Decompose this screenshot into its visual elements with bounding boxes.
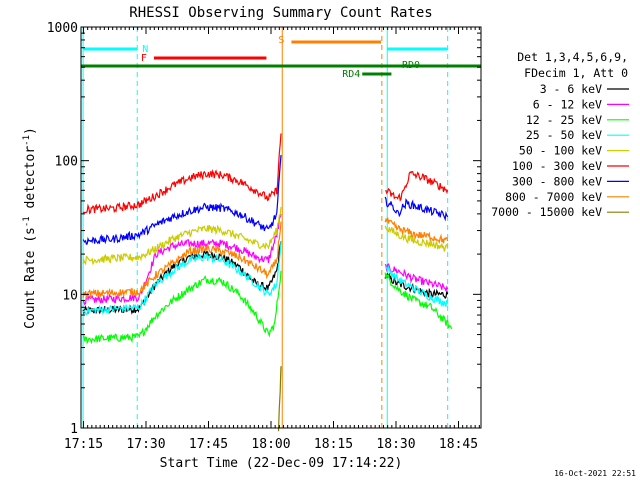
legend-label-800-7000-kev: 800 - 7000 keV xyxy=(505,190,602,204)
series-12-25-kev-line-1 xyxy=(384,272,453,330)
mode-label-rd4: RD4 xyxy=(342,69,360,80)
legend-label-25-50-kev: 25 - 50 keV xyxy=(526,128,602,142)
y-axis-label-close: ) xyxy=(23,127,38,135)
series-100-300-kev-line-0 xyxy=(82,133,282,215)
y-axis-label-tail: detector xyxy=(23,146,38,217)
x-tick-label-3: 18:00 xyxy=(251,437,290,452)
legend-label-50-100-kev: 50 - 100 keV xyxy=(519,144,602,158)
x-axis-label: Start Time (22-Dec-09 17:14:22) xyxy=(160,456,403,471)
y-tick-label-2: 100 xyxy=(55,155,78,170)
x-tick-label-4: 18:15 xyxy=(314,437,353,452)
mode-label-rd0: RD0 xyxy=(402,60,420,71)
legend-header-line2: FDecim 1, Att 0 xyxy=(524,66,628,80)
x-axis-ticks: 17:15 17:30 17:45 18:00 18:15 18:30 18:45 xyxy=(64,27,480,452)
y-axis-label-main: Count Rate (s xyxy=(23,227,38,329)
series-lines xyxy=(82,133,453,432)
footer-date: 16-Oct-2021 22:51 xyxy=(554,469,636,478)
legend-label-300-800-kev: 300 - 800 keV xyxy=(512,174,602,188)
mode-label-f: F xyxy=(141,53,147,64)
legend: Det 1,3,4,5,6,9, FDecim 1, Att 0 3 - 6 k… xyxy=(491,50,629,219)
series-300-800-kev-line-0 xyxy=(82,155,282,245)
series-100-300-kev-line-1 xyxy=(385,170,449,202)
series-6-12-kev-line-0 xyxy=(82,213,282,306)
series-6-12-kev-line-1 xyxy=(384,263,449,292)
series-300-800-kev-line-1 xyxy=(384,196,449,222)
y-tick-label-3: 1000 xyxy=(47,21,78,36)
x-tick-label-0: 17:15 xyxy=(64,437,103,452)
y-axis-label-sup1: -1 xyxy=(22,216,32,227)
mode-label-n: N xyxy=(142,44,148,55)
series-800-7000-kev-line-0 xyxy=(82,221,282,300)
x-tick-label-1: 17:30 xyxy=(126,437,165,452)
legend-label-3-6-kev: 3 - 6 keV xyxy=(540,82,602,96)
x-tick-label-2: 17:45 xyxy=(189,437,228,452)
mode-bars: NF S RD0 RD4 xyxy=(81,35,481,80)
plot-frame xyxy=(80,26,482,429)
series-25-50-kev-line-1 xyxy=(384,264,449,308)
series-50-100-kev-line-0 xyxy=(82,206,282,266)
legend-header-line1: Det 1,3,4,5,6,9, xyxy=(517,50,628,64)
series-12-25-kev-line-0 xyxy=(83,270,282,345)
legend-label-6-12-kev: 6 - 12 keV xyxy=(533,97,602,111)
vertical-markers xyxy=(82,27,449,428)
series-50-100-kev-line-1 xyxy=(384,225,449,252)
series-800-7000-kev-line-1 xyxy=(384,217,449,245)
legend-label-12-25-kev: 12 - 25 keV xyxy=(526,113,602,127)
mode-label-s: S xyxy=(278,35,284,46)
series-25-50-kev-line-0 xyxy=(82,241,282,316)
x-tick-label-6: 18:45 xyxy=(439,437,478,452)
y-axis-ticks: 1 10 100 1000 xyxy=(47,21,481,437)
chart-title: RHESSI Observing Summary Count Rates xyxy=(129,5,432,21)
legend-label-100-300-kev: 100 - 300 keV xyxy=(512,159,602,173)
y-axis-label-sup2: -1 xyxy=(22,135,32,146)
y-tick-label-0: 1 xyxy=(70,422,78,437)
series-3-6-kev-line-1 xyxy=(384,272,449,300)
x-tick-label-5: 18:30 xyxy=(376,437,415,452)
y-axis-label: Count Rate (s-1 detector-1) xyxy=(22,127,38,329)
legend-label-7000-15000-kev: 7000 - 15000 keV xyxy=(491,205,602,219)
series-7000-15000-kev-line-0 xyxy=(277,366,282,432)
y-tick-label-1: 10 xyxy=(62,288,78,303)
